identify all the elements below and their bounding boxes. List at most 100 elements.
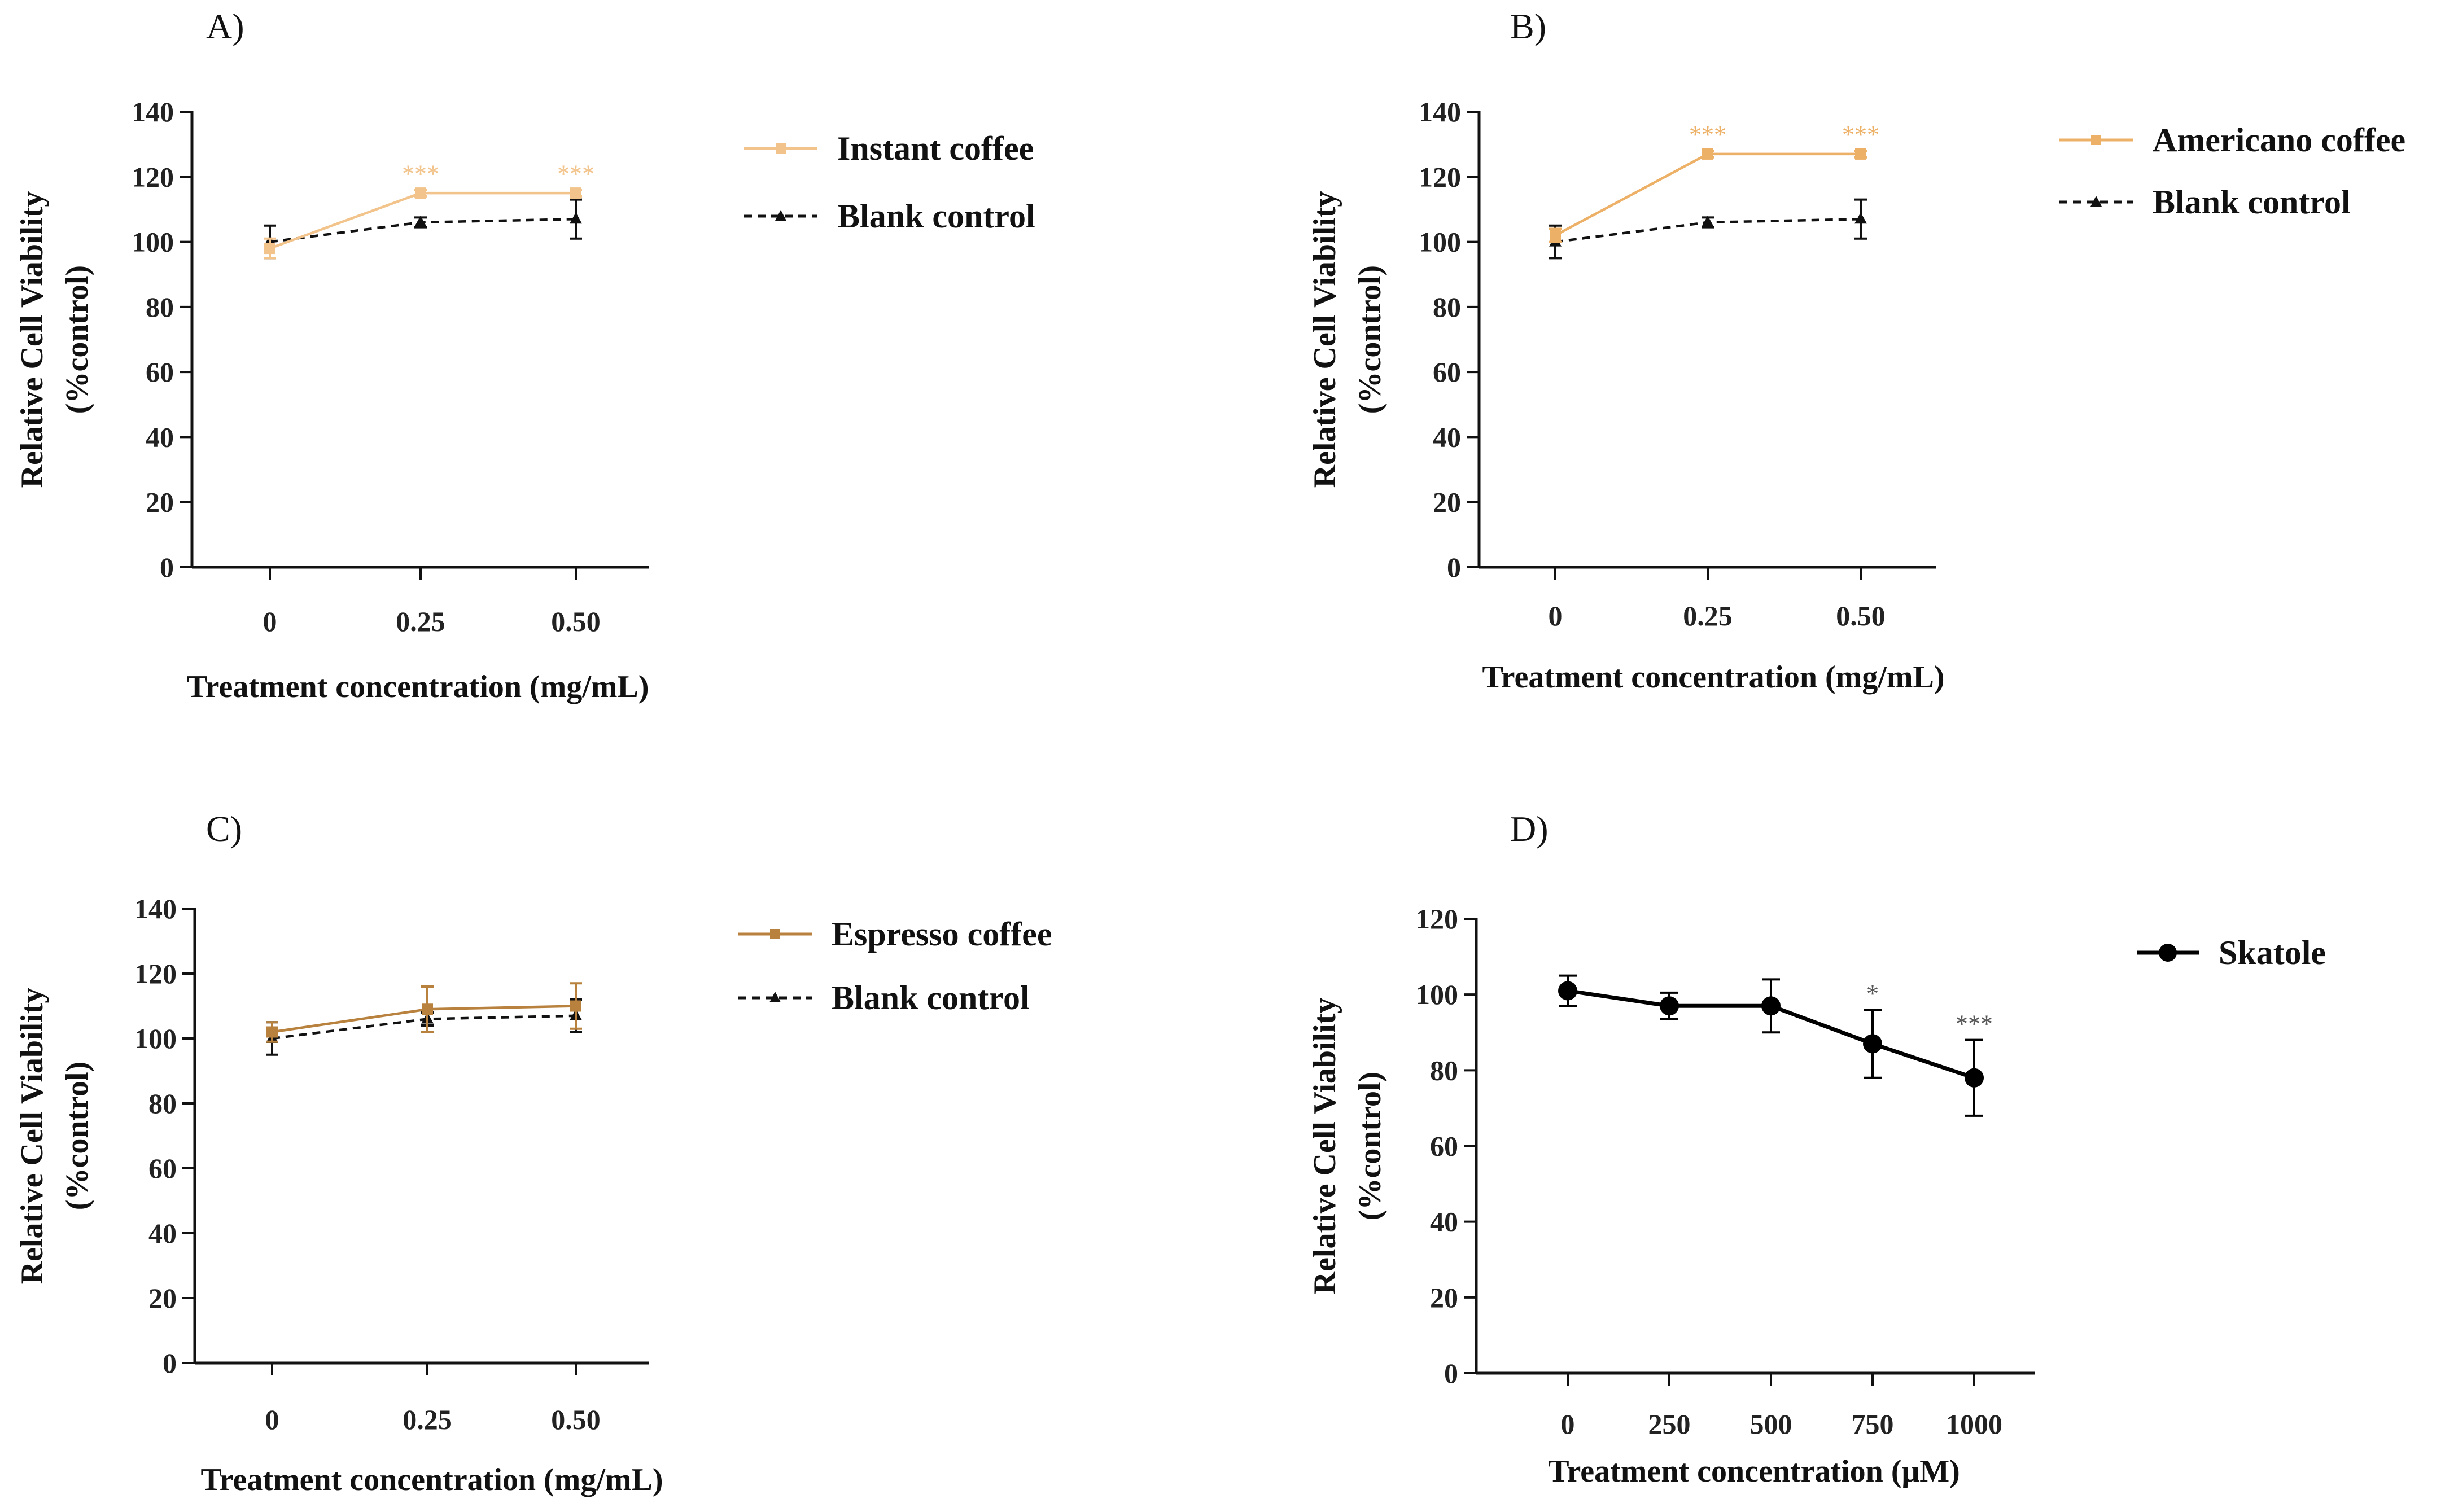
y-tick-label: 100 (134, 1023, 177, 1054)
y-axis-title: Relative Cell Viability (1307, 191, 1342, 488)
legend-item: Instant coffee (744, 130, 1034, 167)
data-point (414, 215, 427, 227)
panel-label: D) (1510, 809, 1549, 849)
legend-item: Americano coffee (2059, 121, 2405, 159)
y-tick-label: 60 (146, 356, 174, 388)
legend-marker (2091, 135, 2101, 145)
y-tick-label: 60 (1430, 1130, 1458, 1162)
x-tick-label: 0.50 (1836, 600, 1886, 632)
y-tick-label: 80 (1430, 1054, 1458, 1086)
y-tick-label: 100 (132, 226, 174, 258)
y-axis-title: Relative Cell Viability (15, 988, 50, 1285)
y-tick-label: 60 (1433, 356, 1461, 388)
legend: Skatole (2137, 934, 2326, 971)
y-tick-label: 20 (1430, 1282, 1458, 1313)
y-tick-label: 120 (134, 958, 177, 989)
significance-label: *** (1956, 1010, 1993, 1038)
panel-c: C) 0 20 40 60 80 100 120 140 0 0.25 0.50 Treatment c… (15, 809, 1052, 1497)
x-axis-title: Treatment concentration (μM) (1548, 1454, 1960, 1489)
panel-d: D) 0 20 40 60 80 100 120 0 250 500 750 1000 Treatment… (1307, 809, 2326, 1489)
y-tick-label: 140 (1419, 96, 1461, 128)
data-point (1855, 148, 1866, 160)
x-tick-label: 0 (1549, 600, 1563, 632)
data-point (1702, 148, 1713, 160)
legend-item: Blank control (738, 979, 1030, 1016)
y-tick-label: 80 (146, 291, 174, 323)
data-point (1558, 981, 1577, 1001)
x-axis-title: Treatment concentration (mg/mL) (186, 669, 649, 704)
legend-label: Blank control (832, 979, 1030, 1016)
y-axis-subtitle: (%control) (1353, 1072, 1388, 1220)
panel-label: B) (1510, 6, 1546, 46)
x-axis-title: Treatment concentration (mg/mL) (200, 1462, 663, 1497)
y-tick-label: 40 (1433, 421, 1461, 453)
x-tick-label: 0.25 (403, 1404, 452, 1435)
significance-label: *** (557, 160, 594, 187)
y-tick-label: 40 (146, 421, 174, 453)
y-tick-label: 40 (148, 1217, 177, 1249)
x-tick-label: 0.25 (396, 606, 445, 637)
x-tick-label: 750 (1852, 1408, 1894, 1440)
x-tick-label: 0.25 (1683, 600, 1733, 632)
data-point (570, 187, 581, 199)
legend-label: Espresso coffee (832, 915, 1052, 953)
x-tick-label: 0 (1561, 1408, 1575, 1440)
data-point (266, 1026, 278, 1038)
panel-a: A) 0 20 40 60 80 100 120 140 0 0.25 0.50 Treatment c… (15, 6, 1035, 704)
y-tick-label: 80 (1433, 291, 1461, 323)
x-tick-label: 0 (265, 1404, 279, 1435)
series-blank-control (264, 198, 582, 260)
significance-label: *** (1689, 121, 1726, 148)
y-tick-label: 20 (1433, 487, 1461, 518)
y-tick-label: 0 (160, 551, 174, 583)
data-point (415, 187, 426, 199)
legend-label: Americano coffee (2153, 121, 2405, 159)
significance-label: *** (402, 160, 439, 187)
y-tick-label: 120 (1419, 161, 1461, 192)
data-point (1702, 215, 1714, 227)
y-tick-label: 0 (1447, 551, 1461, 583)
data-point (570, 1000, 581, 1012)
y-axis-title: Relative Cell Viability (15, 191, 50, 488)
series-skatole: **** (1558, 974, 1993, 1117)
series-blank-control (1549, 198, 1867, 260)
y-axis-subtitle: (%control) (1353, 265, 1388, 414)
y-tick-label: 0 (1444, 1357, 1458, 1389)
x-tick-label: 0.50 (551, 606, 601, 637)
data-point (264, 243, 275, 255)
significance-label: * (1866, 980, 1879, 1007)
panel-label: C) (206, 809, 242, 849)
x-tick-label: 1000 (1946, 1408, 2002, 1440)
x-tick-label: 250 (1648, 1408, 1691, 1440)
legend-label: Instant coffee (837, 130, 1034, 167)
data-point (1550, 230, 1561, 242)
y-tick-label: 100 (1419, 226, 1461, 258)
y-tick-label: 100 (1416, 979, 1458, 1010)
y-tick-label: 120 (132, 161, 174, 192)
legend: Americano coffee Blank control (2059, 121, 2405, 221)
legend-label: Blank control (837, 198, 1035, 235)
data-point (1854, 212, 1867, 224)
data-point (1660, 996, 1679, 1016)
legend-item: Blank control (2059, 183, 2351, 221)
y-tick-label: 80 (148, 1088, 177, 1119)
legend-label: Blank control (2153, 183, 2351, 221)
y-tick-label: 60 (148, 1152, 177, 1184)
y-tick-label: 140 (132, 96, 174, 128)
legend-marker (775, 210, 786, 221)
x-axis-title: Treatment concentration (mg/mL) (1482, 660, 1944, 695)
legend-marker (776, 143, 786, 154)
legend-item: Espresso coffee (738, 915, 1052, 953)
panel-label: A) (206, 6, 244, 46)
y-tick-label: 40 (1430, 1206, 1458, 1238)
significance-label: *** (1842, 121, 1879, 148)
data-point (422, 1003, 433, 1015)
legend-item: Blank control (744, 198, 1035, 235)
legend-item: Skatole (2137, 934, 2326, 971)
y-tick-label: 120 (1416, 903, 1458, 935)
legend-marker (2159, 944, 2177, 962)
data-point (1761, 996, 1781, 1016)
y-tick-label: 0 (163, 1347, 177, 1379)
x-tick-label: 500 (1750, 1408, 1792, 1440)
